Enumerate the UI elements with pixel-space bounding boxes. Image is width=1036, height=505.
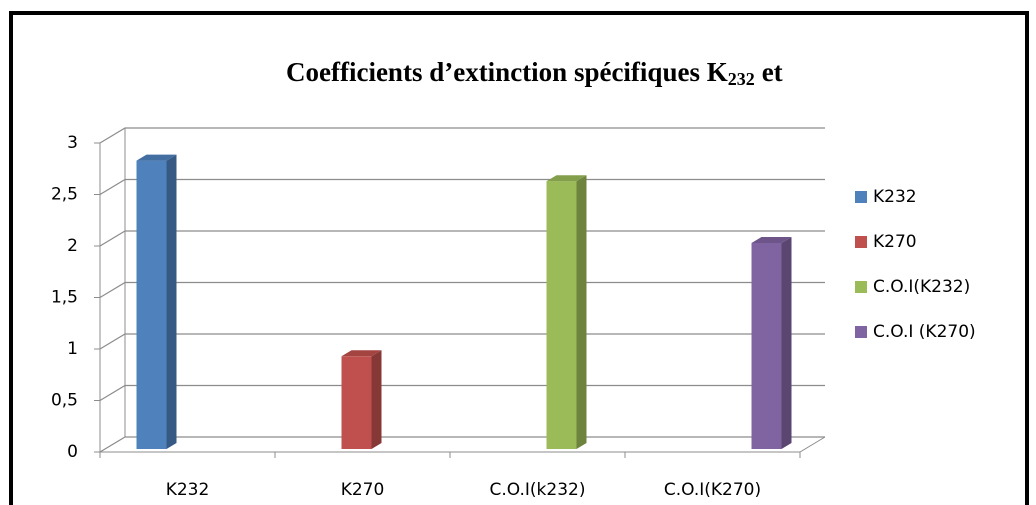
bar-top (751, 237, 792, 243)
bar (341, 350, 382, 449)
y-tick-label: 0 (67, 442, 78, 462)
y-tick-label: 1 (67, 339, 78, 359)
grid-line (99, 333, 825, 350)
title-text: et (762, 57, 783, 87)
legend-label: K270 (873, 232, 917, 252)
x-tick-label: K232 (166, 480, 210, 500)
legend-swatch (855, 191, 867, 203)
bar-front (751, 243, 782, 449)
title-text: Coefficients d’extinction spécifiques K (286, 57, 728, 87)
bar-front (546, 181, 577, 449)
bar-front (136, 160, 167, 449)
frame (9, 11, 1029, 505)
bar-front (341, 356, 372, 449)
bar (136, 154, 177, 449)
legend-label: C.O.I(K232) (873, 277, 970, 297)
x-tick-label: C.O.I(K270) (664, 480, 761, 500)
bar (751, 237, 792, 449)
bar (546, 175, 587, 449)
chart-title: Coefficients d’extinction spécifiques K2… (286, 57, 783, 89)
legend-label: C.O.I (K270) (873, 322, 976, 342)
legend-swatch (855, 236, 867, 248)
bar-top (341, 350, 382, 357)
title-subscript: 232 (728, 69, 755, 89)
grid-line (99, 436, 825, 453)
legend-swatch (855, 281, 867, 293)
bar-top (546, 175, 587, 182)
bar-side (166, 154, 177, 449)
bar-top (136, 154, 177, 161)
bar-side (781, 237, 792, 449)
y-tick-label: 2 (67, 236, 78, 256)
y-tick-label: 3 (67, 133, 78, 153)
legend-label: K232 (873, 187, 917, 207)
grid-line (99, 178, 825, 196)
legend-swatch (855, 326, 867, 338)
grid-line (99, 384, 825, 402)
x-tick-label: K270 (341, 480, 385, 500)
bar-side (371, 350, 382, 449)
y-tick-label: 2,5 (51, 185, 78, 205)
y-tick-label: 0,5 (51, 391, 78, 411)
y-tick-label: 1,5 (51, 288, 78, 308)
x-tick-label: C.O.I(k232) (490, 480, 586, 500)
grid-line (99, 230, 825, 247)
floor (100, 436, 826, 453)
bar-side (576, 175, 587, 449)
grid-line (99, 281, 825, 299)
grid-line (99, 127, 825, 144)
